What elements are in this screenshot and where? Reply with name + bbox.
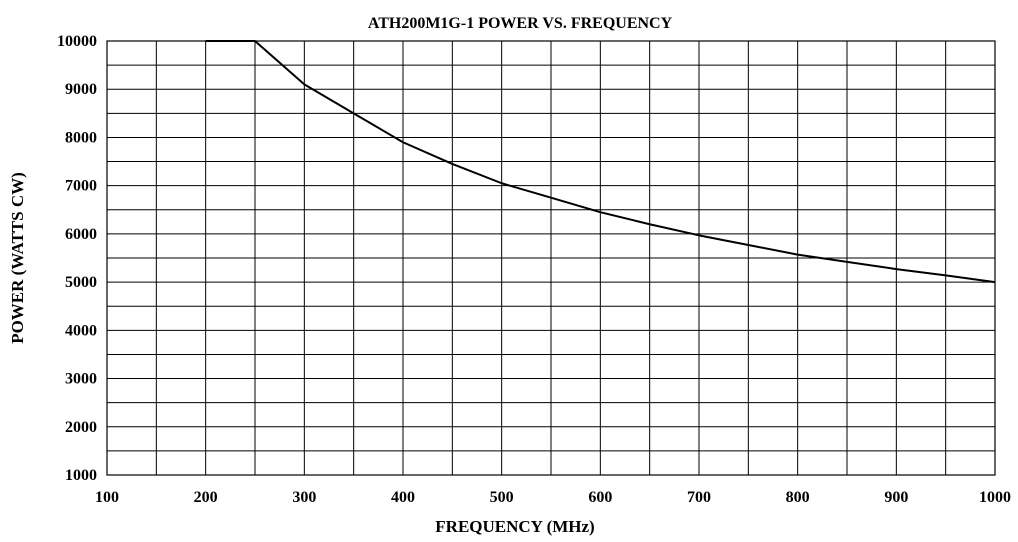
x-tick-label: 700 [687, 489, 711, 506]
y-tick-label: 3000 [65, 371, 97, 388]
x-tick-label: 500 [490, 489, 514, 506]
y-tick-label: 6000 [65, 226, 97, 243]
x-tick-label: 100 [95, 489, 119, 506]
x-tick-label: 600 [588, 489, 612, 506]
chart-title: ATH200M1G-1 POWER VS. FREQUENCY [368, 15, 673, 32]
y-tick-label: 2000 [65, 419, 97, 436]
y-tick-label: 1000 [65, 467, 97, 484]
x-tick-label: 800 [786, 489, 810, 506]
x-tick-label: 200 [194, 489, 218, 506]
y-tick-label: 9000 [65, 81, 97, 98]
y-tick-label: 7000 [65, 178, 97, 195]
y-tick-label: 4000 [65, 322, 97, 339]
series-layer [205, 40, 996, 284]
x-tick-label: 1000 [979, 489, 1011, 506]
x-axis-label: FREQUENCY (MHz) [435, 517, 594, 536]
y-tick-label: 10000 [57, 33, 97, 50]
y-tick-label: 8000 [65, 129, 97, 146]
y-tick-labels: 1000 2000 3000 4000 5000 6000 7000 8000 9000 1000… [57, 33, 97, 484]
grid [107, 41, 995, 475]
x-tick-label: 400 [391, 489, 415, 506]
x-tick-labels: 100 200 300 400 500 600 700 800 900 1000 [95, 489, 1011, 506]
power-curve-line [205, 40, 996, 284]
plot-frame [106, 40, 996, 476]
y-tick-label: 5000 [65, 274, 97, 291]
x-tick-label: 300 [292, 489, 316, 506]
y-axis-label: POWER (WATTS CW) [8, 172, 27, 344]
x-tick-label: 900 [884, 489, 908, 506]
